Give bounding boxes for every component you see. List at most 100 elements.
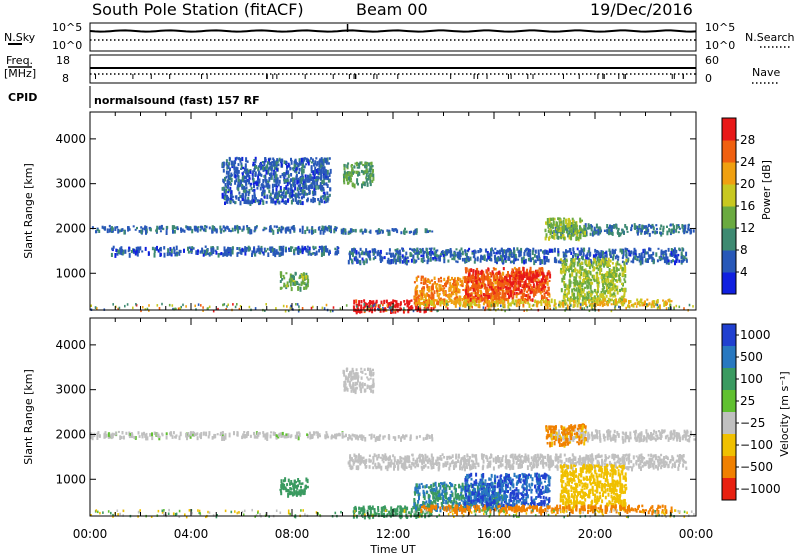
echo-cell-0 [280, 228, 283, 234]
echo-cell-9 [452, 290, 455, 296]
echo-cell-4 [381, 258, 384, 262]
echo-cell-13 [517, 299, 519, 303]
echo-cell-13 [608, 299, 611, 304]
echo-cell-4 [459, 253, 462, 256]
echo-cell-13 [638, 300, 641, 305]
echo-cell-0 [280, 225, 283, 229]
echo-cell-0 [145, 229, 147, 235]
echo-cell-7 [228, 162, 231, 166]
echo-cell-2 [638, 225, 641, 230]
echo-cell-8 [407, 306, 410, 311]
echo-cell-7 [301, 178, 304, 182]
echo-cell-7 [320, 200, 323, 204]
echo-cell-3 [306, 245, 309, 248]
echo-cell-12 [616, 260, 619, 266]
echo-cell-7 [270, 172, 273, 175]
echo-cell-4 [672, 252, 674, 257]
echo-cell-4 [524, 249, 527, 253]
echo-cell-0 [186, 225, 189, 230]
echo-cell-7 [293, 170, 296, 173]
echo-cell-4 [492, 249, 495, 252]
echo-cell-7 [264, 176, 267, 181]
echo-cell-scatter [513, 302, 516, 306]
echo-cell-9 [421, 297, 424, 300]
echo-cell-12 [583, 293, 586, 297]
echo-cell-12 [615, 262, 618, 268]
echo-cell-8 [390, 301, 393, 305]
echo-cell-7 [223, 190, 226, 194]
echo-cell-4 [547, 252, 550, 255]
echo-cell-7 [225, 188, 228, 194]
echo-cell-13 [591, 302, 594, 306]
echo-cell-8 [399, 301, 402, 306]
echo-cell-10 [469, 298, 472, 302]
echo-cell-4 [666, 256, 669, 261]
ytick-label: 3000 [55, 177, 86, 191]
echo-cell-9 [435, 284, 438, 287]
echo-cell-14 [572, 224, 575, 228]
echo-cell-2 [654, 230, 657, 235]
echo-cell-3 [210, 247, 213, 253]
echo-cell-7 [234, 201, 237, 204]
echo-cell-6 [368, 168, 371, 172]
echo-cell-4 [376, 253, 379, 257]
echo-cell-9 [432, 286, 434, 291]
echo-cell-12 [618, 263, 621, 266]
echo-cell-10 [471, 285, 474, 290]
echo-cell-scatter [500, 304, 502, 308]
echo-cell-9 [428, 295, 430, 301]
echo-cell-4 [351, 248, 354, 252]
echo-cell-4 [402, 249, 405, 252]
echo-cell-7 [303, 165, 306, 169]
echo-cell-4 [680, 259, 683, 263]
echo-cell-4 [394, 254, 397, 258]
echo-cell-12 [587, 263, 590, 267]
echo-cell-14 [579, 226, 582, 232]
echo-cell-7 [256, 199, 259, 203]
echo-cell-6 [355, 170, 358, 175]
echo-cell-12 [581, 282, 584, 288]
echo-cell-13 [603, 298, 606, 302]
echo-cell-0 [212, 226, 215, 231]
echo-cell-7 [236, 167, 239, 170]
echo-cell-7 [298, 160, 301, 165]
echo-cell-14 [560, 232, 562, 235]
echo-cell-3 [236, 252, 239, 257]
echo-cell-3 [318, 245, 321, 249]
echo-cell-12 [578, 295, 581, 300]
echo-cell-10 [513, 266, 516, 270]
echo-cell-12 [582, 296, 585, 300]
echo-cell-10 [469, 294, 472, 297]
echo-cell-scatter [683, 307, 685, 310]
echo-cell-4 [526, 252, 529, 256]
echo-cell-scatter [180, 305, 182, 309]
echo-cell-13 [653, 304, 656, 308]
echo-cell-7 [305, 157, 308, 163]
freq-tick-top: 18 [56, 54, 70, 67]
echo-cell-2 [633, 223, 636, 227]
echo-cell-10 [517, 292, 520, 296]
echo-cell-7 [309, 184, 312, 188]
echo-cell-7 [327, 162, 330, 165]
echo-cell-4 [353, 248, 356, 254]
echo-cell-11 [530, 289, 533, 294]
echo-cell-4 [510, 252, 513, 255]
echo-cell-12 [584, 286, 587, 289]
echo-cell-14 [553, 229, 555, 234]
echo-cell-2 [620, 232, 623, 235]
echo-cell-12 [573, 287, 576, 290]
echo-cell-12 [611, 262, 614, 265]
echo-cell-scatter [254, 307, 257, 310]
colorbar-tick-label: 4 [740, 265, 748, 279]
echo-cell-4 [624, 250, 627, 253]
echo-cell-9 [422, 289, 425, 294]
echo-cell-7 [276, 185, 279, 188]
echo-cell-2 [636, 231, 639, 236]
echo-cell-4 [583, 247, 586, 252]
echo-cell-11 [538, 287, 541, 293]
echo-cell-7 [316, 170, 319, 173]
echo-cell-4 [621, 260, 624, 264]
echo-cell-4 [414, 252, 417, 255]
echo-cell-2 [641, 226, 644, 230]
echo-cell-14 [557, 225, 560, 230]
